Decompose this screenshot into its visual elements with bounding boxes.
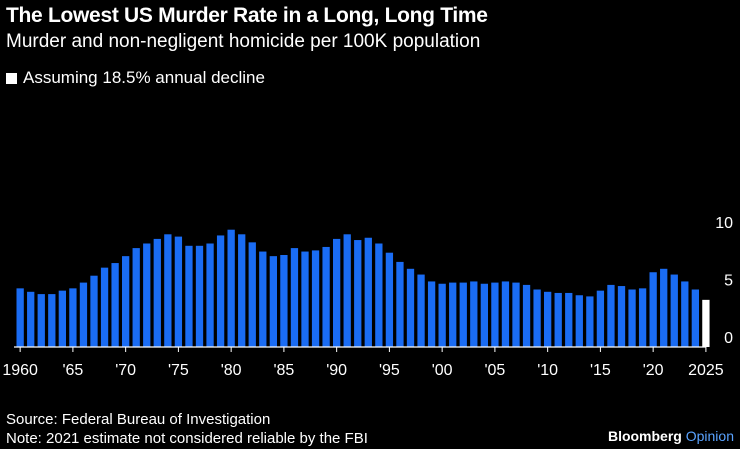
- bar-2021: [660, 268, 668, 347]
- bar-1988: [311, 250, 320, 347]
- bar-1997: [406, 268, 415, 347]
- bar-1978: [206, 243, 214, 347]
- bar-2019: [638, 288, 647, 347]
- bar-2016: [607, 284, 615, 347]
- bar-2013: [575, 295, 583, 347]
- bar-1967: [90, 275, 98, 347]
- bar-1994: [375, 243, 383, 347]
- bar-1991: [343, 234, 351, 347]
- bar-1975: [174, 236, 183, 347]
- legend-swatch-projection: [6, 72, 17, 84]
- legend: Assuming 18.5% annual decline: [6, 68, 265, 88]
- bar-1983: [259, 251, 267, 347]
- bar-2014: [586, 296, 594, 347]
- bar-2007: [512, 282, 520, 347]
- x-tick-label-1995: '95: [379, 362, 400, 379]
- x-tick-label-1985: '85: [273, 362, 294, 379]
- chart-title: The Lowest US Murder Rate in a Long, Lon…: [6, 4, 488, 27]
- bar-1965: [69, 288, 77, 347]
- bar-1981: [238, 234, 246, 347]
- x-tick-label-1960: 1960: [2, 362, 38, 379]
- bar-1966: [79, 282, 88, 347]
- bar-2022: [670, 274, 678, 347]
- x-tick-label-1980: '80: [221, 362, 242, 379]
- bar-1977: [195, 245, 204, 347]
- bar-1995: [385, 252, 394, 347]
- brand-name: Bloomberg: [607, 428, 682, 444]
- source-note: Source: Federal Bureau of Investigation: [6, 411, 271, 428]
- brand-logo: Bloomberg Opinion: [608, 428, 734, 444]
- x-tick-label-1970: '70: [115, 362, 136, 379]
- bar-2012: [565, 292, 573, 347]
- bar-2000: [438, 283, 446, 347]
- x-tick-label-1990: '90: [326, 362, 347, 379]
- bar-1986: [290, 248, 299, 347]
- x-tick-label-2000: '00: [432, 362, 453, 379]
- bar-1968: [100, 267, 109, 347]
- bar-1996: [396, 261, 404, 347]
- bar-2002: [459, 282, 467, 347]
- footnote: Note: 2021 estimate not considered relia…: [6, 430, 368, 447]
- bar-1993: [364, 237, 372, 347]
- bar-2006: [501, 281, 510, 347]
- bar-1974: [164, 234, 172, 347]
- x-tick-label-2005: '05: [484, 362, 505, 379]
- bar-1984: [269, 256, 277, 347]
- legend-label: Assuming 18.5% annual decline: [23, 68, 265, 87]
- bar-2011: [554, 292, 562, 347]
- bar-2023: [681, 281, 689, 347]
- y-tick-label-0: 0: [724, 330, 733, 347]
- bar-1960: [16, 288, 24, 347]
- bar-1970: [122, 256, 130, 347]
- bar-1972: [143, 243, 151, 347]
- bar-2018: [628, 289, 636, 347]
- bar-1999: [427, 281, 436, 347]
- bar-1969: [111, 263, 119, 347]
- bar-1962: [37, 294, 45, 347]
- bar-2005: [491, 282, 499, 347]
- bar-2004: [480, 283, 488, 347]
- x-tick-label-2020: '20: [643, 362, 664, 379]
- bar-1976: [185, 245, 193, 347]
- x-tick-label-1975: '75: [168, 362, 189, 379]
- bar-2009: [533, 289, 541, 347]
- bar-1961: [27, 291, 35, 347]
- bar-1989: [322, 246, 330, 347]
- bar-2003: [470, 281, 478, 347]
- bar-1998: [417, 274, 425, 347]
- bar-1980: [227, 229, 235, 347]
- bar-1992: [354, 240, 362, 347]
- bar-1987: [301, 251, 309, 347]
- bar-1985: [280, 255, 288, 347]
- bar-2020: [649, 272, 657, 347]
- x-tick-label-2015: '15: [590, 362, 611, 379]
- bar-2001: [449, 282, 457, 347]
- bar-2017: [617, 286, 626, 347]
- projection-bar-2025: [702, 299, 710, 347]
- y-tick-label-5: 5: [724, 273, 733, 290]
- bar-2024: [691, 289, 699, 347]
- bar-1982: [248, 242, 256, 347]
- chart-subtitle: Murder and non-negligent homicide per 10…: [6, 31, 481, 52]
- y-tick-label-10: 10: [715, 215, 733, 232]
- bar-2015: [596, 290, 605, 347]
- brand-suffix: Opinion: [685, 428, 734, 444]
- bar-1990: [333, 238, 341, 347]
- x-tick-label-2025: 2025: [688, 362, 724, 379]
- bar-1971: [132, 248, 140, 347]
- bar-1979: [216, 235, 225, 347]
- x-tick-label-1965: '65: [62, 362, 83, 379]
- bar-2008: [522, 284, 531, 347]
- bar-1963: [48, 294, 56, 347]
- bar-1964: [58, 290, 66, 347]
- bar-2010: [544, 291, 552, 347]
- bar-1973: [153, 238, 161, 347]
- x-tick-label-2010: '10: [537, 362, 558, 379]
